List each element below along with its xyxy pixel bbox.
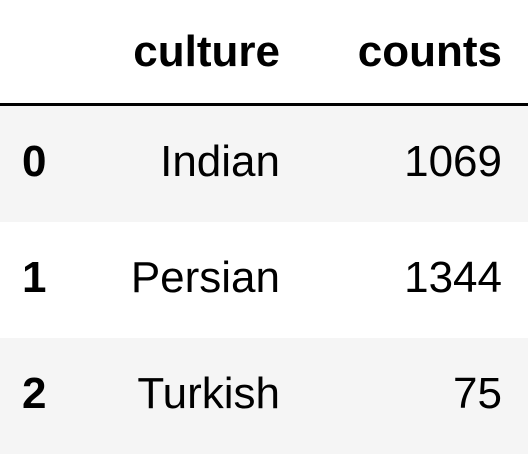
counts-cell: 1344 [404, 253, 502, 302]
column-header-counts: counts [357, 27, 502, 76]
counts-cell: 1069 [404, 137, 502, 186]
row-index: 2 [22, 369, 47, 418]
table-header: culture counts [0, 0, 528, 106]
column-header-culture: culture [133, 27, 280, 76]
culture-cell: Indian [160, 137, 280, 186]
counts-cell: 75 [453, 369, 502, 418]
row-index: 0 [22, 137, 47, 186]
table-row: 2 Turkish 75 [0, 338, 528, 454]
culture-cell: Turkish [137, 369, 280, 418]
culture-cell: Persian [130, 253, 280, 302]
table-row: 1 Persian 1344 [0, 222, 528, 338]
row-index: 1 [22, 253, 47, 302]
table-row: 0 Indian 1069 [0, 106, 528, 222]
